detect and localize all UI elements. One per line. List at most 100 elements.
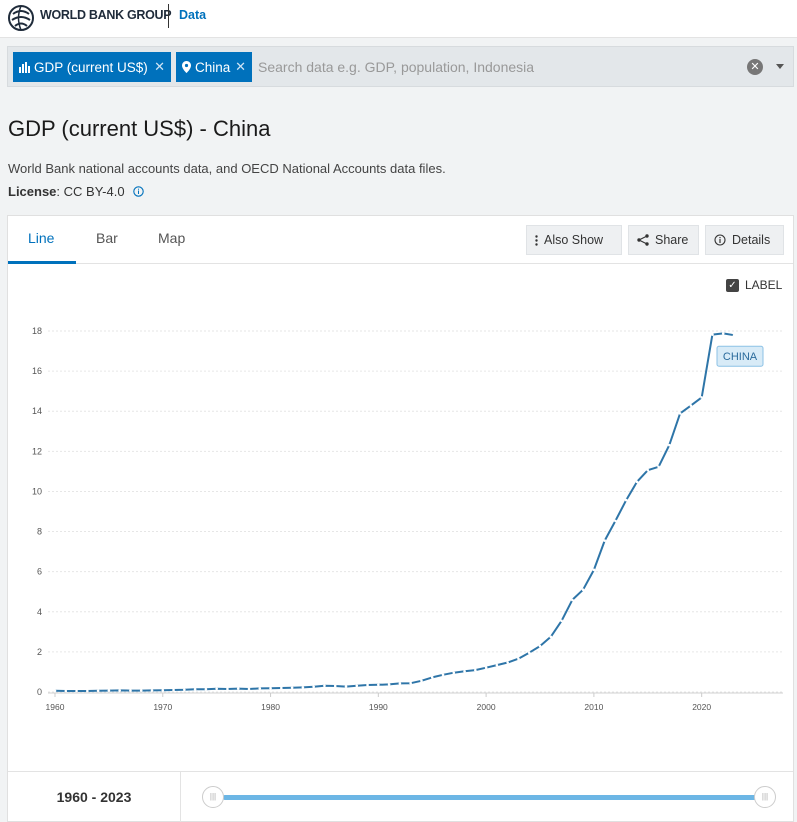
license-info: License : CC BY-4.0 [8, 184, 144, 199]
data-point [689, 404, 693, 407]
data-point [646, 468, 650, 472]
also-show-label: Also Show [544, 233, 604, 247]
section-link-data[interactable]: Data [179, 8, 207, 22]
data-point [398, 682, 402, 685]
indicator-chip[interactable]: GDP (current US$) ✕ [13, 52, 171, 82]
share-icon [637, 234, 649, 246]
bar-chart-icon [19, 61, 30, 73]
data-point [538, 644, 542, 648]
remove-chip-icon[interactable]: ✕ [235, 59, 246, 74]
world-bank-logo-icon[interactable] [7, 4, 35, 32]
data-point [506, 661, 509, 664]
label-toggle-text: LABEL [745, 278, 783, 292]
country-chip[interactable]: China ✕ [176, 52, 252, 82]
data-point [258, 687, 262, 690]
data-point [204, 687, 208, 691]
also-show-button[interactable]: Also Show [526, 225, 622, 255]
x-tick-label: 2020 [692, 702, 711, 712]
data-point [86, 689, 89, 693]
data-point [355, 684, 359, 688]
license-label: License [8, 184, 57, 199]
tab-line[interactable]: Line [28, 230, 55, 246]
data-point [527, 651, 531, 654]
tab-map[interactable]: Map [158, 230, 186, 246]
data-point [236, 687, 240, 690]
info-icon[interactable] [132, 186, 144, 197]
data-point [495, 663, 499, 667]
data-point [323, 684, 326, 688]
info-circle-icon [714, 234, 726, 246]
details-label: Details [732, 233, 771, 247]
y-tick-label: 6 [37, 567, 42, 577]
data-point [301, 686, 305, 689]
data-point [463, 670, 466, 673]
label-checkbox[interactable]: ✓ [726, 278, 739, 292]
data-point [107, 689, 111, 692]
data-point [409, 681, 412, 685]
series-label-china: CHINA [723, 351, 758, 363]
data-point [269, 686, 272, 690]
series-label-box [716, 345, 764, 367]
data-point [430, 676, 434, 679]
country-chip-label: China [195, 59, 231, 75]
data-point [53, 689, 57, 693]
x-tick-label: 2000 [477, 702, 496, 712]
series-line-china [54, 332, 735, 692]
chart-panel: Line Bar Map Also Show Share Details ✓ L… [7, 215, 794, 822]
vertical-dots-icon [535, 234, 538, 246]
brand-name[interactable]: WORLD BANK GROUP [40, 8, 172, 22]
details-button[interactable]: Details [705, 225, 784, 255]
y-tick-label: 18 [32, 326, 42, 336]
data-point [247, 687, 251, 691]
indicator-chip-label: GDP (current US$) [34, 59, 148, 75]
y-tick-label: 0 [37, 687, 42, 697]
data-point [700, 396, 703, 399]
data-point [657, 465, 660, 469]
data-point [290, 686, 294, 690]
range-end-handle[interactable]: ||| [754, 786, 776, 808]
data-point [549, 635, 553, 639]
y-tick-label: 16 [32, 366, 42, 376]
y-tick-label: 8 [37, 527, 42, 537]
data-point [624, 498, 628, 502]
data-point [668, 443, 671, 447]
data-point [172, 688, 175, 692]
data-point [183, 688, 186, 692]
data-point [732, 333, 736, 337]
y-tick-label: 10 [32, 486, 42, 496]
data-point [150, 689, 154, 692]
search-input[interactable] [258, 55, 728, 79]
share-label: Share [655, 233, 689, 247]
range-slider-track[interactable] [223, 795, 758, 800]
clear-search-icon[interactable]: ✕ [747, 59, 763, 75]
range-start-handle[interactable]: ||| [202, 786, 224, 808]
data-point [721, 332, 725, 335]
label-toggle[interactable]: ✓ LABEL [726, 278, 782, 292]
top-header: WORLD BANK GROUP Data [0, 0, 797, 38]
data-point [226, 687, 229, 691]
data-point [571, 598, 574, 602]
data-point [215, 687, 218, 691]
data-point [333, 684, 337, 688]
data-point [161, 688, 165, 692]
data-point [635, 480, 639, 484]
tab-bar[interactable]: Bar [96, 230, 118, 246]
chevron-down-icon[interactable] [776, 64, 784, 69]
data-point [452, 671, 456, 675]
x-tick-label: 1970 [153, 702, 172, 712]
data-point [517, 657, 520, 661]
data-point [366, 683, 369, 687]
data-point [387, 683, 391, 686]
y-tick-label: 14 [32, 406, 42, 416]
share-button[interactable]: Share [628, 225, 699, 255]
data-point [592, 568, 596, 572]
data-point [118, 689, 121, 692]
chart-tabs: Line Bar Map Also Show Share Details [8, 216, 793, 264]
data-point [441, 673, 445, 677]
x-tick-label: 1990 [369, 702, 388, 712]
y-tick-label: 4 [37, 607, 42, 617]
remove-chip-icon[interactable]: ✕ [154, 59, 165, 74]
y-tick-label: 12 [32, 446, 42, 456]
data-point [711, 333, 714, 336]
data-point [129, 689, 132, 692]
